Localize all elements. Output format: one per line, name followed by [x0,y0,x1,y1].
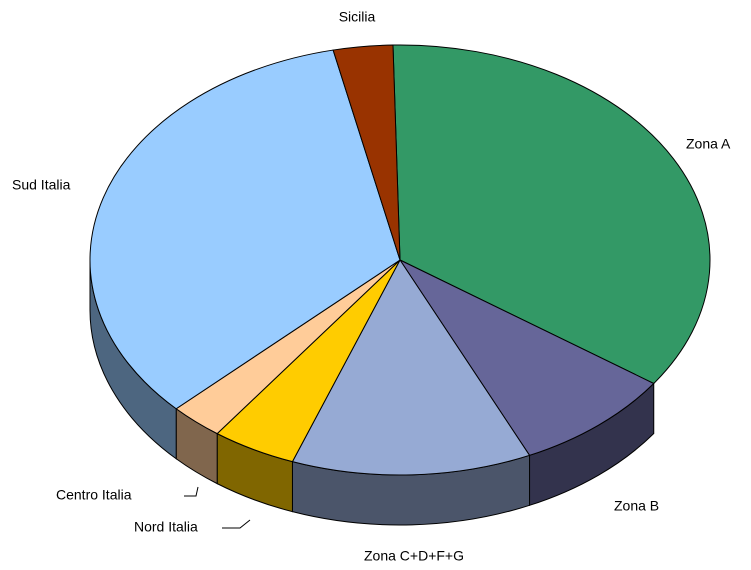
slice-label: Nord Italia [134,519,198,535]
pie-slice [291,259,531,476]
leader-line [222,519,251,529]
slice-label: Sicilia [339,9,376,25]
slice-label: Sud Italia [12,177,71,193]
slice-label: Zona B [614,498,659,514]
pie-slice [392,44,711,385]
leader-line [184,486,199,497]
slice-label: Centro Italia [56,487,132,503]
pie-slice [398,258,655,456]
pie-slice [332,44,401,261]
pie-slice [89,49,401,410]
slice-label: Zona A [686,136,731,152]
slice-label: Zona C+D+F+G [364,548,464,564]
